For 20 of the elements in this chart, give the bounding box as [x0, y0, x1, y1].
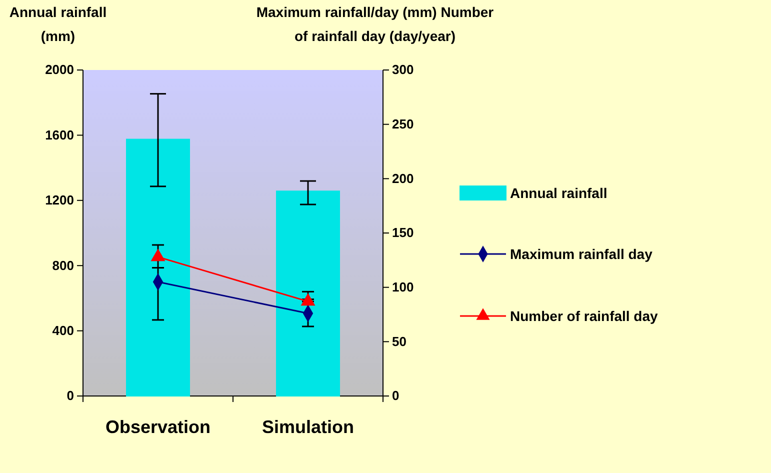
y2-tick-label: 0 [392, 388, 400, 404]
y2-tick-label: 100 [392, 279, 414, 294]
legend-label: Number of rainfall day [510, 308, 658, 324]
y-axis-title: Annual rainfall (mm) [9, 4, 107, 44]
y2-tick-label: 50 [392, 334, 406, 349]
y2-tick-label: 200 [392, 170, 414, 186]
y-tick-label: 400 [52, 322, 74, 338]
y2-tick-label: 300 [392, 62, 414, 78]
legend-label: Maximum rainfall day [510, 246, 653, 262]
y-tick-label: 0 [66, 388, 74, 404]
legend-label: Annual rainfall [510, 185, 608, 201]
y-tick-label: 1600 [45, 127, 74, 142]
y-tick-label: 800 [52, 258, 74, 273]
y-tick-label: 2000 [45, 62, 74, 78]
y2-tick-label: 150 [392, 225, 414, 240]
y2-axis-title: Maximum rainfall/day (mm) Number of rainfall day (day/year) [256, 4, 494, 44]
y-tick-label: 1200 [45, 192, 74, 208]
x-tick-label: Observation [105, 417, 211, 437]
x-tick-label: Simulation [262, 417, 354, 437]
y2-tick-label: 250 [392, 116, 414, 132]
